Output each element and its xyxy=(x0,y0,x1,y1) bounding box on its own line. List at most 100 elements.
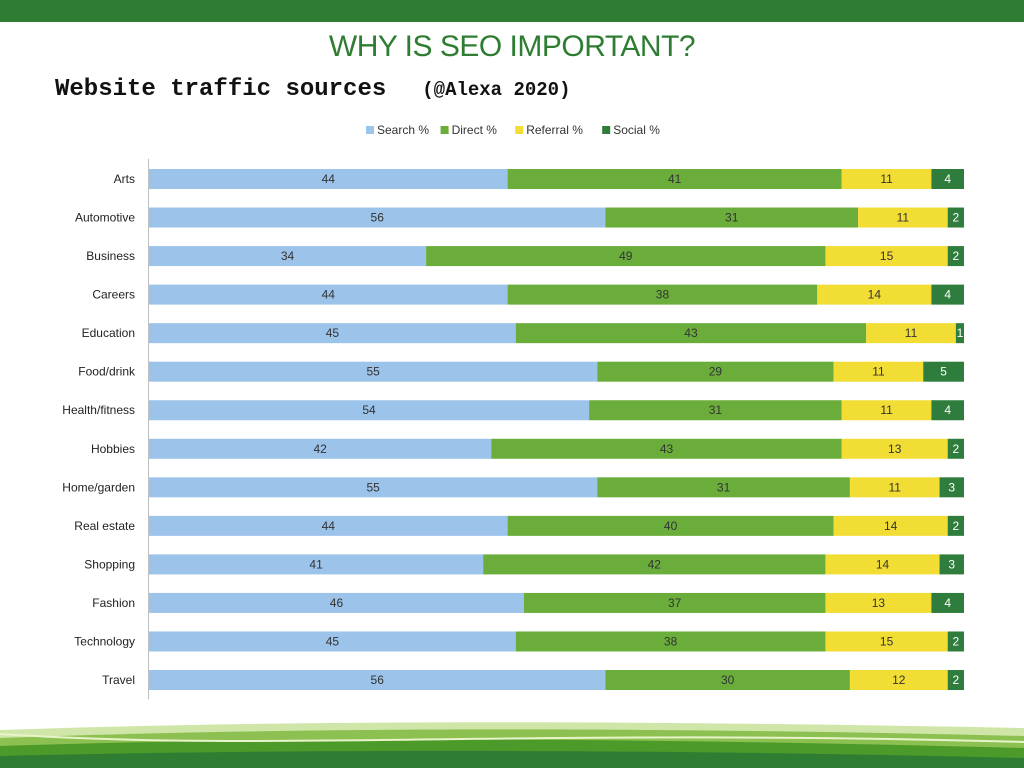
data-label-shopping-search: 41 xyxy=(309,557,323,571)
data-label-technology-referral: 15 xyxy=(880,634,894,648)
data-label-arts-social: 4 xyxy=(944,172,951,186)
data-label-home-garden-search: 55 xyxy=(366,480,380,494)
data-label-real-estate-search: 44 xyxy=(322,519,336,533)
bar-real-estate-direct xyxy=(507,515,834,536)
slide-title: WHY IS SEO IMPORTANT? xyxy=(328,30,696,63)
data-label-business-direct: 49 xyxy=(619,249,633,263)
legend-label-search: Search % xyxy=(377,123,429,137)
legend-label-referral: Referral % xyxy=(526,123,583,137)
bar-technology-social xyxy=(947,631,964,652)
bar-real-estate-referral xyxy=(833,515,948,536)
data-label-arts-search: 44 xyxy=(322,172,336,186)
bottom-decoration xyxy=(0,722,1024,768)
bar-travel-referral xyxy=(849,670,948,691)
bar-arts-search xyxy=(149,169,508,189)
category-label-travel: Travel xyxy=(102,673,135,687)
data-label-shopping-social: 3 xyxy=(948,557,955,571)
bar-automotive-referral xyxy=(858,207,948,228)
bar-business-search xyxy=(149,246,427,267)
data-label-hobbies-direct: 43 xyxy=(660,442,674,456)
bar-fashion-referral xyxy=(825,592,932,613)
bar-food-drink-social xyxy=(923,361,964,382)
category-label-hobbies: Hobbies xyxy=(91,442,135,456)
bar-travel-search xyxy=(149,670,606,691)
bar-health-fitness-search xyxy=(149,400,590,421)
data-label-technology-search: 45 xyxy=(326,634,340,648)
bar-real-estate-search xyxy=(149,515,508,536)
data-label-education-search: 45 xyxy=(326,326,340,340)
category-label-technology: Technology xyxy=(74,634,135,648)
data-label-health-fitness-referral: 11 xyxy=(880,403,893,417)
stacked-bar-chart: Search % Direct % Referral % Social %Arts 44… xyxy=(62,123,964,700)
category-label-health-fitness: Health/fitness xyxy=(62,403,135,417)
bar-careers-direct xyxy=(507,284,818,305)
bar-business-direct xyxy=(426,246,826,267)
data-label-travel-referral: 12 xyxy=(892,673,906,687)
legend-label-social: Social % xyxy=(613,123,660,137)
bar-hobbies-direct xyxy=(491,438,842,459)
bar-travel-direct xyxy=(605,670,850,691)
bar-food-drink-referral xyxy=(833,361,924,382)
data-label-food-drink-direct: 29 xyxy=(709,365,723,379)
bar-home-garden-referral xyxy=(849,477,940,498)
data-label-real-estate-social: 2 xyxy=(953,519,960,533)
data-label-education-referral: 11 xyxy=(905,326,918,340)
data-label-hobbies-search: 42 xyxy=(313,442,327,456)
bar-education-referral xyxy=(866,323,956,344)
data-label-travel-direct: 30 xyxy=(721,673,735,687)
bar-automotive-social xyxy=(947,207,964,228)
category-label-home-garden: Home/garden xyxy=(62,480,135,494)
data-label-shopping-direct: 42 xyxy=(648,557,662,571)
category-label-arts: Arts xyxy=(114,172,135,186)
legend-swatch-referral xyxy=(515,126,524,134)
bar-arts-social xyxy=(931,169,964,189)
category-label-automotive: Automotive xyxy=(75,211,135,225)
data-label-business-search: 34 xyxy=(281,249,295,263)
bar-technology-referral xyxy=(825,631,948,652)
bar-health-fitness-direct xyxy=(589,400,842,421)
data-label-health-fitness-search: 54 xyxy=(362,403,376,417)
subtitle-row: Website traffic sources (@Alexa 2020) xyxy=(55,76,571,108)
data-label-arts-referral: 11 xyxy=(880,172,893,186)
data-label-automotive-referral: 11 xyxy=(897,211,910,225)
category-label-business: Business xyxy=(86,249,135,263)
data-label-arts-direct: 41 xyxy=(668,172,682,186)
category-label-food-drink: Food/drink xyxy=(78,365,136,379)
bar-education-search xyxy=(149,323,516,344)
data-label-technology-social: 2 xyxy=(953,634,960,648)
data-label-home-garden-direct: 31 xyxy=(717,480,731,494)
bar-home-garden-search xyxy=(149,477,598,498)
bar-home-garden-direct xyxy=(597,477,850,498)
top-band xyxy=(0,0,1024,22)
bar-automotive-search xyxy=(149,207,606,228)
bar-health-fitness-referral xyxy=(841,400,932,421)
data-label-home-garden-social: 3 xyxy=(948,480,955,494)
category-label-careers: Careers xyxy=(92,288,135,302)
data-label-fashion-referral: 13 xyxy=(872,596,886,610)
data-label-education-social: 1 xyxy=(957,326,964,340)
legend-swatch-search xyxy=(366,126,374,134)
bar-technology-search xyxy=(149,631,516,652)
data-label-careers-referral: 14 xyxy=(868,288,882,302)
bar-education-direct xyxy=(515,323,867,344)
bar-food-drink-search xyxy=(149,361,598,382)
data-label-health-fitness-social: 4 xyxy=(944,403,951,417)
data-label-travel-search: 56 xyxy=(371,673,385,687)
bar-technology-direct xyxy=(515,631,826,652)
data-label-home-garden-referral: 11 xyxy=(888,480,901,494)
bar-travel-social xyxy=(947,670,964,691)
bar-careers-referral xyxy=(817,284,932,305)
data-label-health-fitness-direct: 31 xyxy=(709,403,723,417)
bar-hobbies-referral xyxy=(841,438,948,459)
bar-shopping-referral xyxy=(825,554,940,575)
category-label-shopping: Shopping xyxy=(84,557,135,571)
data-label-education-direct: 43 xyxy=(684,326,698,340)
bar-health-fitness-social xyxy=(931,400,964,421)
bar-business-social xyxy=(947,246,964,267)
data-label-food-drink-referral: 11 xyxy=(872,365,885,379)
data-label-hobbies-referral: 13 xyxy=(888,442,902,456)
bar-home-garden-social xyxy=(939,477,964,498)
bar-fashion-social xyxy=(931,592,964,613)
bar-shopping-direct xyxy=(483,554,826,575)
data-label-food-drink-social: 5 xyxy=(940,365,947,379)
